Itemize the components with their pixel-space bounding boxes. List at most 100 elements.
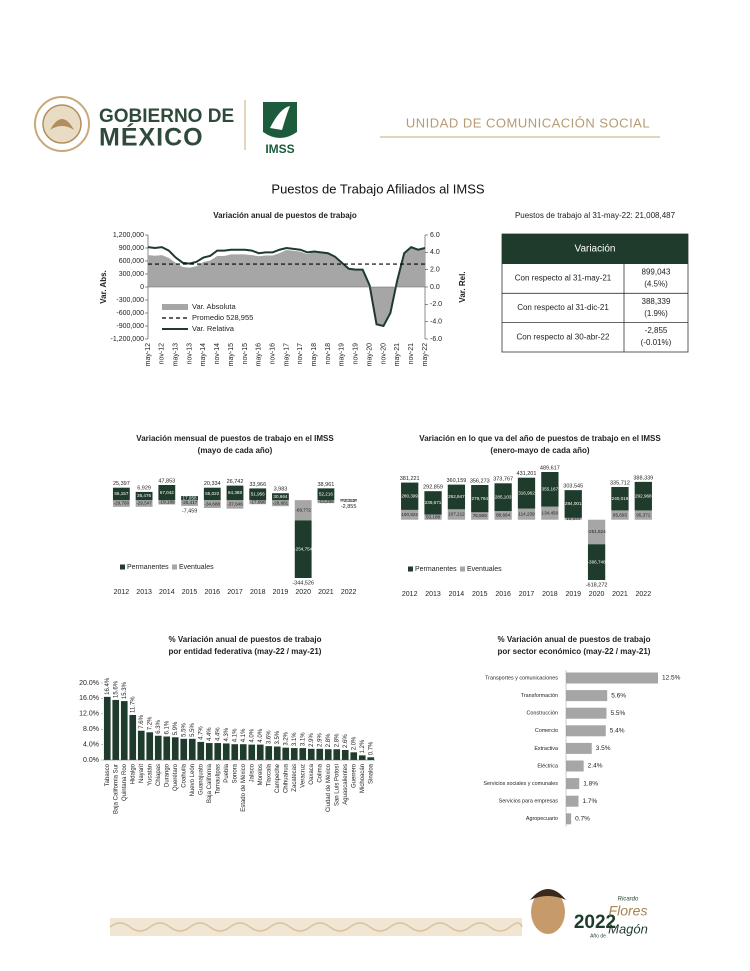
segment-label: -29,547 [136, 501, 152, 506]
bar-segment [249, 500, 267, 505]
value-label: 6.3% [156, 719, 162, 733]
bar-segment [611, 487, 629, 511]
segment-label: 292,968 [635, 493, 652, 498]
bar-segment [517, 477, 536, 509]
y2ticks-label: -2.0 [430, 301, 442, 308]
value-label: 4.4% [215, 727, 221, 741]
bar [222, 743, 230, 760]
chart-subtitle: por entidad federativa (may-22 / may-21) [169, 647, 322, 656]
x-tick-label: nov-16 [269, 343, 276, 365]
x-tick-label: San Luis Potosí [334, 764, 340, 806]
y-tick-label: Eléctrica [537, 763, 558, 769]
total-label: 489,617 [540, 465, 560, 471]
segment-label: 55,157 [114, 491, 128, 496]
value-label: 3.1% [292, 732, 298, 746]
x-tick-label: may-14 [200, 343, 207, 366]
value-label: 2.9% [317, 732, 323, 746]
table-header: Variación [575, 244, 616, 255]
bar-segment [424, 491, 442, 515]
segment-label: 76,509 [473, 513, 487, 518]
legend-swatch [408, 566, 413, 572]
y2ticks-label: 2.0 [430, 267, 440, 274]
value-label: 4.3% [224, 727, 230, 741]
footer-ornament [110, 918, 522, 936]
bar [273, 746, 281, 760]
bar-segment [135, 491, 153, 501]
segment-label: -26,681 [273, 500, 289, 505]
x-tick-label: Campeche [275, 763, 281, 793]
segment-label: -19,189 [159, 500, 175, 505]
bar-segment [447, 509, 466, 520]
portrait [531, 890, 565, 934]
bar [205, 743, 213, 760]
segment-label: 114,239 [518, 511, 535, 516]
x-tick-label: 2013 [425, 591, 441, 598]
bar [248, 744, 256, 760]
legend-label: Eventuales [179, 564, 214, 571]
segment-label: 279,764 [471, 496, 488, 501]
table-percent: (1.9%) [644, 309, 668, 318]
table-value: 388,339 [642, 297, 671, 306]
total-label: 6,929 [137, 485, 151, 491]
bar [282, 747, 290, 760]
x-tick-label: Puebla [224, 763, 230, 782]
total-label: 25,397 [113, 481, 130, 487]
institution: IMSS [265, 142, 294, 156]
bar-segment [447, 484, 466, 510]
total-label: -344,526 [292, 580, 314, 586]
value-label: 4.7% [198, 726, 204, 740]
bar [146, 732, 154, 760]
bar-segment [317, 488, 335, 501]
segment-label: 240,019 [612, 496, 629, 501]
bar [163, 736, 171, 760]
x-tick-label: 2021 [612, 591, 628, 598]
value-label: 2.0% [351, 736, 357, 750]
table-value: -2,855 [645, 326, 668, 335]
bar-segment [424, 514, 442, 520]
segment-label: 17,958 [183, 495, 197, 500]
bar-segment [203, 500, 221, 508]
y2ticks-label: -6.0 [430, 336, 442, 343]
footer-band [109, 889, 566, 936]
x-tick-label: Jalisco [249, 763, 255, 782]
footer-name-last1: Flores [609, 903, 648, 919]
value-label: 15.3% [122, 681, 128, 699]
value-label: 5.6% [611, 692, 626, 699]
total-label: 3,983 [274, 487, 288, 493]
x-tick-label: Guerrero [351, 763, 357, 788]
imss-logo [263, 102, 297, 138]
yticks-label: -600,000 [116, 310, 144, 317]
x-tick-label: Hidalgo [130, 763, 136, 784]
bar-segment [135, 500, 153, 507]
chart-subtitle: (mayo de cada año) [198, 446, 273, 455]
bar [566, 707, 607, 719]
bar [129, 714, 137, 760]
x-tick-label: Nayarit [139, 764, 145, 783]
x-tick-label: Tlaxcala [266, 763, 272, 786]
x-tick-label: may-19 [339, 343, 346, 366]
x-tick-label: may-13 [173, 343, 180, 366]
x-tick-label: may-16 [256, 343, 263, 366]
bar [188, 738, 196, 760]
x-tick-label: Aguascalientes [343, 764, 349, 805]
y-tick-label: Servicios para empresas [499, 799, 559, 805]
bar-segment [181, 500, 198, 506]
bar [350, 752, 358, 760]
bar-segment [564, 517, 582, 520]
x-tick-label: 2013 [136, 589, 152, 596]
value-label: 0.7% [368, 741, 374, 755]
segment-label: -37,646 [227, 502, 243, 507]
yticks-label: -300,000 [116, 297, 144, 304]
legend-label: Promedio 528,955 [192, 313, 253, 322]
chart-title: % Variación anual de puestos de trabajo [498, 635, 651, 644]
bar [307, 748, 315, 760]
yticks-label: -1,200,000 [111, 336, 145, 343]
bar-segment [517, 508, 536, 520]
segment-label: 30,664 [273, 494, 287, 499]
total-label: 381,221 [400, 476, 420, 482]
value-label: 2.9% [309, 732, 315, 746]
x-tick-label: 2019 [565, 591, 581, 598]
total-label: 47,853 [158, 478, 175, 484]
total-label: 335,712 [610, 480, 630, 486]
segment-label: -254,754 [294, 546, 313, 551]
